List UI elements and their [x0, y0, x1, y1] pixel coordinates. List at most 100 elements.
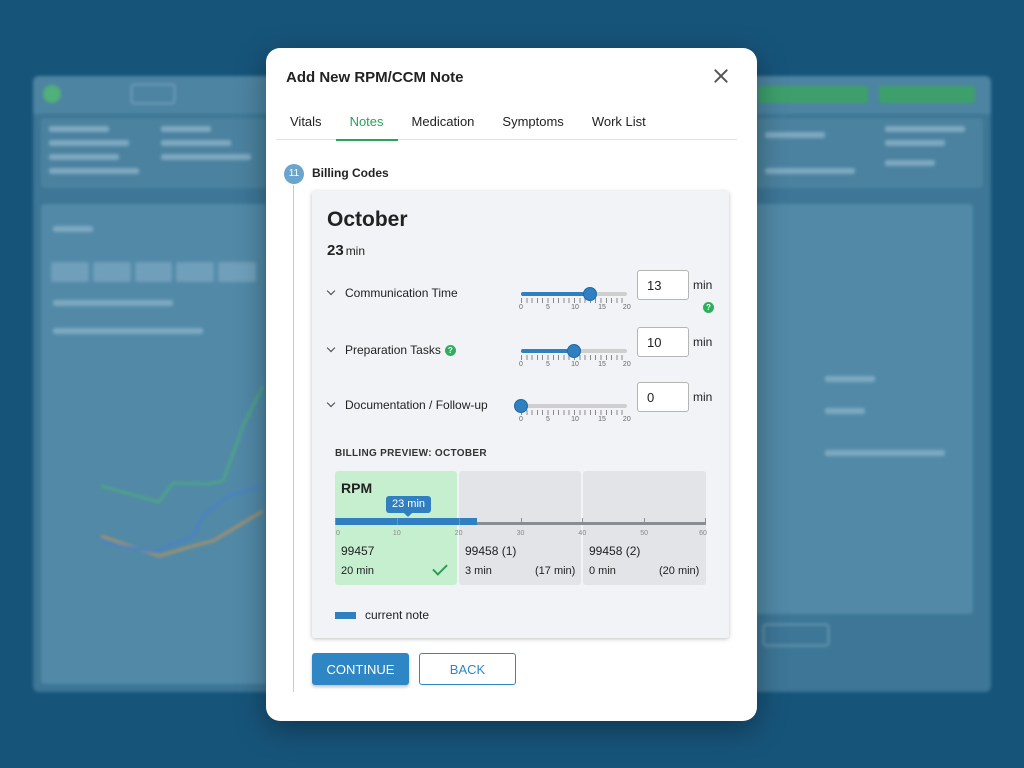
billing-axis-tick-label: 50 [640, 530, 649, 537]
slider-tick-label: 15 [598, 304, 606, 311]
slider-tick-label: 0 [519, 416, 523, 423]
background-chart [100, 385, 263, 558]
step-title: Billing Codes [312, 166, 389, 180]
billing-code-required: (20 min) [659, 565, 700, 577]
billing-axis-tick-label: 10 [392, 530, 401, 537]
preparation-tasks-slider[interactable]: 0 5 10 15 20 [519, 340, 631, 380]
billing-axis-tick [458, 518, 460, 525]
billing-axis-tick [705, 518, 706, 525]
back-button[interactable]: BACK [419, 653, 516, 685]
chevron-down-icon[interactable] [326, 345, 336, 355]
communication-time-slider[interactable]: 0 5 10 15 20 [519, 283, 631, 323]
billing-code: 99458 (2) [589, 544, 641, 558]
slider-tick-label: 20 [622, 304, 631, 311]
billing-code: 99457 [341, 544, 375, 558]
billing-axis-tick-label: 40 [578, 530, 587, 537]
slider-tick-label: 5 [546, 361, 550, 368]
billing-axis-tick [396, 518, 398, 525]
slider-tick-label: 5 [546, 304, 550, 311]
time-row-preparation: Preparation Tasks? 0 5 10 15 20 min [326, 327, 718, 380]
tab-bar: Vitals Notes Medication Symptoms Work Li… [276, 104, 737, 141]
time-row-communication: Communication Time 0 5 10 15 20 min ? [326, 270, 718, 323]
slider-tick-label: 20 [622, 361, 631, 368]
tab-vitals[interactable]: Vitals [290, 114, 322, 129]
slider-tick-label: 0 [519, 304, 523, 311]
billing-axis-tick [520, 518, 522, 525]
background-back-button [763, 624, 829, 646]
time-row-documentation: Documentation / Follow-up 0 5 10 15 20 m… [326, 382, 718, 435]
billing-axis-tick-label: 30 [516, 530, 525, 537]
modal-title: Add New RPM/CCM Note [286, 69, 464, 86]
time-row-label-text: Preparation Tasks [345, 343, 441, 357]
slider-tick-label: 20 [622, 416, 631, 423]
billing-axis-tick [644, 518, 646, 525]
month-title: October [327, 208, 408, 231]
slider-thumb[interactable] [514, 399, 528, 413]
tab-medication[interactable]: Medication [411, 114, 475, 129]
billing-axis-tick [335, 518, 336, 525]
chevron-down-icon[interactable] [326, 288, 336, 298]
minutes-unit: min [693, 335, 713, 349]
tab-work-list[interactable]: Work List [591, 114, 646, 129]
background-green-button [879, 86, 975, 103]
preparation-tasks-input[interactable] [637, 327, 689, 357]
billing-segment-99458-1: 99458 (1) 3 min (17 min) [459, 471, 581, 585]
total-minutes: 23 min [327, 242, 365, 260]
background-vitals-panel [41, 204, 266, 684]
time-row-label: Preparation Tasks? [345, 343, 456, 357]
current-minutes-badge: 23 min [386, 496, 432, 517]
total-minutes-unit: min [345, 244, 366, 258]
stepper-line [293, 185, 294, 692]
billing-code-minutes: 3 min [465, 565, 492, 577]
close-icon[interactable] [710, 65, 732, 87]
billing-segment-99457: RPM 99457 20 min [335, 471, 457, 585]
billing-axis-tick [582, 518, 584, 525]
billing-segment-99458-2: 99458 (2) 0 min (20 min) [583, 471, 706, 585]
legend-label: current note [365, 608, 430, 622]
slider-thumb[interactable] [582, 287, 597, 301]
time-row-label: Communication Time [345, 286, 458, 300]
slider-tick-label: 0 [519, 361, 523, 368]
avatar [43, 85, 61, 103]
billing-axis-tick-label: 0 [336, 530, 340, 537]
background-green-button [758, 86, 868, 103]
background-range-buttons [51, 262, 256, 282]
documentation-input[interactable] [637, 382, 689, 412]
billing-preview-title: BILLING PREVIEW: OCTOBER [335, 448, 487, 459]
minutes-unit: min [693, 390, 713, 404]
background-info-panel [41, 118, 266, 188]
communication-time-input[interactable] [637, 270, 689, 300]
current-note-bar [335, 518, 478, 525]
tab-notes[interactable]: Notes [335, 104, 398, 141]
total-minutes-value: 23 [327, 242, 344, 259]
slider-tick-label: 5 [546, 416, 550, 423]
documentation-slider[interactable]: 0 5 10 15 20 [514, 395, 631, 435]
billing-code-minutes: 20 min [341, 565, 375, 577]
slider-thumb[interactable] [567, 344, 581, 358]
continue-button[interactable]: CONTINUE [312, 653, 409, 685]
billing-code-required: (17 min) [535, 565, 576, 577]
background-notes-panel [745, 204, 973, 614]
billing-code-minutes: 0 min [589, 565, 616, 577]
chevron-down-icon[interactable] [326, 400, 336, 410]
check-icon [431, 561, 447, 577]
time-row-label: Documentation / Follow-up [345, 398, 488, 412]
background-edit-button [131, 84, 175, 104]
slider-tick-label: 10 [571, 416, 579, 423]
billing-axis-tick-label: 20 [454, 530, 463, 537]
background-info-panel [755, 118, 983, 188]
tab-symptoms[interactable]: Symptoms [502, 114, 564, 129]
billing-axis-tick-label: 60 [699, 530, 707, 537]
slider-tick-label: 10 [571, 304, 579, 311]
billing-codes-card: October 23 min Communication Time 0 5 10 … [312, 191, 729, 638]
program-label: RPM [341, 480, 373, 496]
step-number-badge: 11 [284, 164, 304, 184]
add-note-modal: Add New RPM/CCM Note Vitals Notes Medica… [266, 48, 757, 721]
help-icon[interactable]: ? [444, 345, 456, 356]
help-icon[interactable]: ? [703, 302, 714, 313]
slider-tick-label: 15 [598, 416, 606, 423]
billing-preview: RPM 99457 20 min 99458 (1) 3 min (17 min… [335, 471, 707, 585]
billing-code: 99458 (1) [465, 544, 517, 558]
legend-swatch [335, 612, 356, 619]
slider-tick-label: 10 [571, 361, 579, 368]
